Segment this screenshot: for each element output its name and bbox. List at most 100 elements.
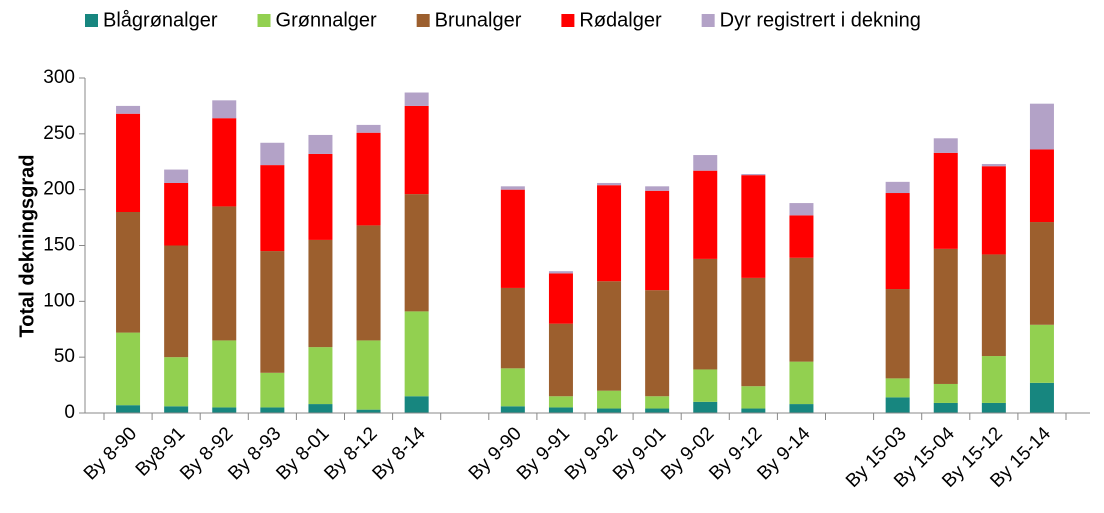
x-tick-label: By 8-92 bbox=[176, 423, 237, 484]
bar-segment bbox=[789, 203, 814, 216]
bar-segment bbox=[645, 190, 670, 291]
bar-segment bbox=[981, 402, 1006, 413]
bar-segment bbox=[308, 153, 333, 240]
x-tick-label: By 9-91 bbox=[513, 423, 574, 484]
bar-segment bbox=[548, 271, 573, 274]
bar-segment bbox=[404, 194, 429, 312]
bar-segment bbox=[885, 193, 910, 290]
x-tick-label: By 9-02 bbox=[657, 423, 718, 484]
bar-segment bbox=[404, 105, 429, 195]
legend-label: Blågrønalger bbox=[103, 9, 218, 31]
y-tick-label: 250 bbox=[43, 123, 75, 144]
x-tick-label: By 8-14 bbox=[369, 423, 430, 484]
bar-segment bbox=[548, 323, 573, 397]
bar-segment bbox=[548, 396, 573, 408]
legend-label: Dyr registrert i dekning bbox=[720, 9, 921, 31]
bar-segment bbox=[885, 378, 910, 398]
bar-segment bbox=[1029, 103, 1054, 150]
y-tick-label: 50 bbox=[54, 346, 75, 367]
bar-segment bbox=[548, 407, 573, 413]
bar-segment bbox=[741, 174, 766, 176]
bar-segment bbox=[981, 166, 1006, 255]
bar-segment bbox=[356, 225, 381, 341]
bar-segment bbox=[308, 239, 333, 348]
bar-segment bbox=[933, 138, 958, 153]
y-tick-label: 100 bbox=[43, 290, 75, 311]
bar-segment bbox=[597, 281, 622, 391]
bar-segment bbox=[212, 118, 237, 207]
bar-segment bbox=[885, 397, 910, 413]
bar-segment bbox=[500, 406, 525, 413]
bar-segment bbox=[260, 251, 285, 373]
bar-segment bbox=[164, 245, 189, 358]
bar-segment bbox=[404, 396, 429, 413]
bar-segment bbox=[308, 134, 333, 154]
bar-segment bbox=[260, 407, 285, 413]
bar-segment bbox=[164, 169, 189, 183]
bar-segment bbox=[164, 406, 189, 413]
x-tick-label: By 9-14 bbox=[753, 423, 814, 484]
bar-segment bbox=[981, 163, 1006, 167]
x-tick-label: By 8-01 bbox=[272, 423, 333, 484]
x-tick-label: By 9-01 bbox=[609, 423, 670, 484]
bar-segment bbox=[933, 402, 958, 413]
bar-segment bbox=[260, 165, 285, 252]
bar-segment bbox=[933, 383, 958, 403]
bar-segment bbox=[645, 290, 670, 397]
bar-segment bbox=[116, 405, 141, 413]
bar-segment bbox=[885, 289, 910, 379]
bar-segment bbox=[116, 105, 141, 114]
bar-segment bbox=[212, 407, 237, 413]
bar-segment bbox=[356, 124, 381, 133]
bar-segment bbox=[500, 287, 525, 369]
bar-segment bbox=[1029, 324, 1054, 383]
bar-segment bbox=[500, 189, 525, 288]
x-tick-label: By 9-92 bbox=[561, 423, 622, 484]
bar-segment bbox=[164, 182, 189, 246]
bar-segment bbox=[404, 92, 429, 106]
y-tick-label: 200 bbox=[43, 179, 75, 200]
bar-segment bbox=[116, 113, 141, 212]
bar-segment bbox=[1029, 149, 1054, 223]
bar-segment bbox=[933, 248, 958, 384]
x-tick-label: By 8-93 bbox=[224, 423, 285, 484]
bar-segment bbox=[212, 100, 237, 119]
bar-segment bbox=[1029, 222, 1054, 325]
bar-segment bbox=[741, 408, 766, 413]
bar-segment bbox=[116, 332, 141, 406]
bar-segment bbox=[693, 170, 718, 259]
y-tick-label: 0 bbox=[64, 402, 75, 423]
legend-swatch bbox=[257, 14, 271, 27]
bar-segment bbox=[212, 340, 237, 408]
bar-segment bbox=[356, 409, 381, 413]
bar-segment bbox=[597, 408, 622, 413]
bar-segment bbox=[164, 357, 189, 407]
bar-segment bbox=[885, 181, 910, 194]
bar-segment bbox=[212, 206, 237, 341]
bar-segment bbox=[645, 408, 670, 413]
legend-swatch bbox=[416, 14, 430, 27]
bar-segment bbox=[741, 175, 766, 278]
bar-segment bbox=[645, 186, 670, 191]
bar-segment bbox=[789, 361, 814, 405]
bar-segment bbox=[597, 182, 622, 186]
bar-segment bbox=[981, 254, 1006, 357]
x-tick-label: By 9-90 bbox=[465, 423, 526, 484]
y-tick-label: 150 bbox=[43, 235, 75, 256]
x-tick-label: By 8-12 bbox=[320, 423, 381, 484]
bar-segment bbox=[789, 257, 814, 362]
x-tick-label: By 8-90 bbox=[80, 423, 141, 484]
bar-segment bbox=[548, 273, 573, 324]
bar-segment bbox=[116, 212, 141, 333]
legend-swatch bbox=[701, 14, 715, 27]
bar-segment bbox=[693, 369, 718, 402]
bar-segment bbox=[1029, 382, 1054, 413]
bar-segment bbox=[645, 396, 670, 409]
y-axis-label: Total dekningsgrad bbox=[16, 155, 38, 338]
bar-segment bbox=[500, 368, 525, 407]
bar-segment bbox=[741, 277, 766, 387]
bar-segment bbox=[693, 258, 718, 370]
bar-segment bbox=[693, 155, 718, 171]
x-tick-label: By 9-12 bbox=[705, 423, 766, 484]
legend-label: Rødalger bbox=[579, 9, 662, 31]
